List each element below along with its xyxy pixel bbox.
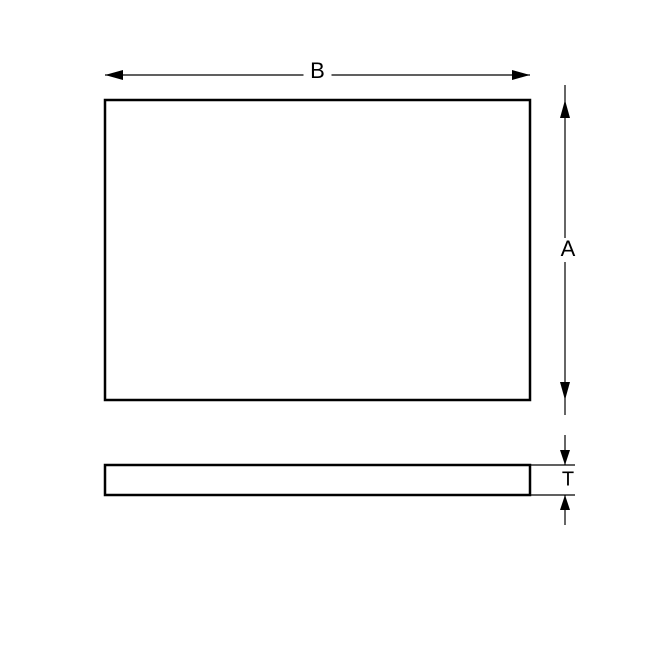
dim-t-arrow-top bbox=[560, 450, 570, 465]
dim-a-arrow-up bbox=[560, 100, 570, 118]
dim-b-label: B bbox=[310, 58, 325, 83]
dim-b-arrow-right bbox=[512, 70, 530, 80]
dim-a-label: A bbox=[561, 236, 576, 261]
side-profile-rect bbox=[105, 465, 530, 495]
dim-a-arrow-down bbox=[560, 382, 570, 400]
dim-t-arrow-bottom bbox=[560, 495, 570, 510]
dimension-b: B bbox=[105, 58, 530, 83]
dimension-t: T bbox=[530, 435, 579, 525]
dim-t-label: T bbox=[562, 468, 574, 490]
main-plate-rect bbox=[105, 100, 530, 400]
dimension-a: A bbox=[556, 85, 580, 415]
dim-b-arrow-left bbox=[105, 70, 123, 80]
